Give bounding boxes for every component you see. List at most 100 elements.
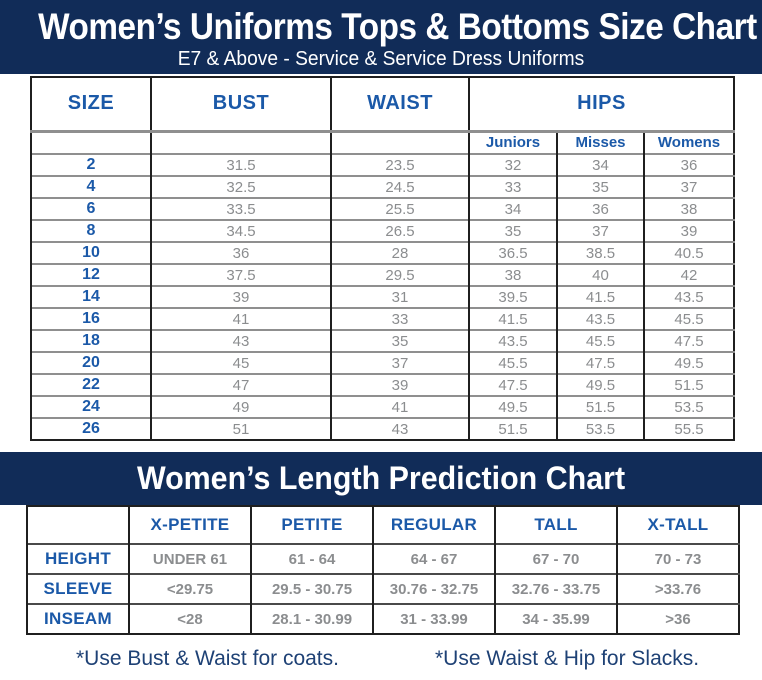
measurement-value-cell: 34	[556, 153, 644, 176]
measurement-value-cell: 39	[150, 285, 331, 308]
measurement-value-cell: 32.5	[150, 175, 331, 198]
measurement-value-cell: 47.5	[642, 329, 735, 352]
measurement-value-cell: 43.5	[468, 329, 557, 352]
measurement-value-cell: 42	[642, 263, 735, 286]
measurement-value-cell: 31	[330, 285, 469, 308]
measurement-value-cell: 25.5	[330, 197, 469, 220]
length-value-cell: UNDER 61	[128, 543, 251, 574]
size-value-cell: 22	[30, 373, 151, 396]
measurement-value-cell: 26.5	[330, 219, 469, 242]
length-value-cell: 32.76 - 33.75	[494, 573, 617, 604]
measurement-value-cell: 51.5	[556, 395, 644, 418]
measurement-value-cell: 55.5	[642, 417, 735, 440]
column-header-bust: BUST	[150, 77, 331, 131]
length-chart-table: X-PETITE PETITE REGULAR TALL X-TALL HEIG…	[26, 505, 740, 635]
column-header-tall: TALL	[494, 506, 617, 544]
length-value-cell: 29.5 - 30.75	[250, 573, 373, 604]
length-value-cell: 31 - 33.99	[372, 603, 495, 634]
measurement-value-cell: 38	[468, 263, 557, 286]
measurement-value-cell: 37	[642, 175, 735, 198]
measurement-value-cell: 37	[556, 219, 644, 242]
size-value-cell: 26	[30, 417, 151, 440]
column-header-x-petite: X-PETITE	[128, 506, 251, 544]
size-chart-row: 24 49 41 49.5 51.5 53.5	[30, 395, 735, 418]
measurement-value-cell: 33	[330, 307, 469, 330]
measurement-value-cell: 39	[642, 219, 735, 242]
size-chart-row: 2 31.5 23.5 32 34 36	[30, 153, 735, 176]
measurement-value-cell: 47.5	[468, 373, 557, 396]
size-chart-row: 16 41 33 41.5 43.5 45.5	[30, 307, 735, 330]
measurement-value-cell: 39.5	[468, 285, 557, 308]
length-chart-body: HEIGHT UNDER 61 61 - 64 64 - 67 67 - 70 70 - …	[26, 543, 739, 634]
row-label-cell: SLEEVE	[26, 573, 129, 604]
size-value-cell: 20	[30, 351, 151, 374]
column-header-size: SIZE	[30, 77, 151, 131]
length-chart-row: SLEEVE <29.75 29.5 - 30.75 30.76 - 32.75 32.…	[26, 573, 739, 604]
measurement-value-cell: 51.5	[642, 373, 735, 396]
empty-cell	[330, 129, 469, 154]
size-chart-subheader-row: Juniors Misses Womens	[30, 129, 735, 154]
measurement-value-cell: 34.5	[150, 219, 331, 242]
measurement-value-cell: 29.5	[330, 263, 469, 286]
column-header-hips: HIPS	[467, 77, 735, 131]
measurement-value-cell: 37.5	[150, 263, 331, 286]
measurement-value-cell: 34	[468, 197, 557, 220]
footnote-coats: *Use Bust & Waist for coats.	[76, 647, 339, 670]
size-value-cell: 6	[30, 197, 151, 220]
measurement-value-cell: 37	[330, 351, 469, 374]
length-value-cell: 67 - 70	[494, 543, 617, 574]
measurement-value-cell: 32	[468, 153, 557, 176]
size-chart-row: 18 43 35 43.5 45.5 47.5	[30, 329, 735, 352]
page-title: Women’s Uniforms Tops & Bottoms Size Cha…	[38, 6, 757, 47]
measurement-value-cell: 38	[642, 197, 735, 220]
size-value-cell: 4	[30, 175, 151, 198]
length-value-cell: <28	[128, 603, 251, 634]
measurement-value-cell: 45.5	[468, 351, 557, 374]
size-chart-row: 14 39 31 39.5 41.5 43.5	[30, 285, 735, 308]
measurement-value-cell: 38.5	[556, 241, 644, 264]
empty-cell	[26, 506, 129, 544]
length-value-cell: >33.76	[616, 573, 739, 604]
column-header-regular: REGULAR	[372, 506, 495, 544]
measurement-value-cell: 36	[150, 241, 331, 264]
size-chart-row: 22 47 39 47.5 49.5 51.5	[30, 373, 735, 396]
column-header-x-tall: X-TALL	[616, 506, 739, 544]
measurement-value-cell: 31.5	[150, 153, 331, 176]
length-value-cell: 70 - 73	[616, 543, 739, 574]
measurement-value-cell: 51	[150, 417, 331, 440]
size-chart-row: 6 33.5 25.5 34 36 38	[30, 197, 735, 220]
measurement-value-cell: 39	[330, 373, 469, 396]
measurement-value-cell: 36	[642, 153, 735, 176]
measurement-value-cell: 49.5	[468, 395, 557, 418]
size-chart-body: 2 31.5 23.5 32 34 36 4 32.5 24.5 33 35 37 6 33.5 25.5 3…	[30, 153, 735, 440]
measurement-value-cell: 36.5	[468, 241, 557, 264]
size-chart-banner: Women’s Uniforms Tops & Bottoms Size Cha…	[0, 0, 762, 74]
measurement-value-cell: 41	[330, 395, 469, 418]
length-chart-row: HEIGHT UNDER 61 61 - 64 64 - 67 67 - 70 70 - …	[26, 543, 739, 574]
size-chart-row: 12 37.5 29.5 38 40 42	[30, 263, 735, 286]
footnote-slacks: *Use Waist & Hip for Slacks.	[434, 647, 700, 670]
measurement-value-cell: 36	[556, 197, 644, 220]
length-value-cell: 34 - 35.99	[494, 603, 617, 634]
measurement-value-cell: 47.5	[556, 351, 644, 374]
length-value-cell: <29.75	[128, 573, 251, 604]
measurement-value-cell: 33.5	[150, 197, 331, 220]
length-chart-row: INSEAM <28 28.1 - 30.99 31 - 33.99 34 - 35.9…	[26, 603, 739, 634]
measurement-value-cell: 24.5	[330, 175, 469, 198]
length-value-cell: 30.76 - 32.75	[372, 573, 495, 604]
size-chart-row: 4 32.5 24.5 33 35 37	[30, 175, 735, 198]
length-value-cell: 64 - 67	[372, 543, 495, 574]
length-chart-header-row: X-PETITE PETITE REGULAR TALL X-TALL	[26, 506, 739, 544]
measurement-value-cell: 35	[468, 219, 557, 242]
subcolumn-header-womens: Womens	[642, 129, 735, 154]
measurement-value-cell: 45.5	[556, 329, 644, 352]
measurement-value-cell: 49.5	[556, 373, 644, 396]
measurement-value-cell: 43	[150, 329, 331, 352]
size-chart-row: 8 34.5 26.5 35 37 39	[30, 219, 735, 242]
measurement-value-cell: 41	[150, 307, 331, 330]
size-value-cell: 2	[30, 153, 151, 176]
column-header-waist: WAIST	[330, 77, 469, 131]
measurement-value-cell: 23.5	[330, 153, 469, 176]
length-value-cell: 28.1 - 30.99	[250, 603, 373, 634]
size-value-cell: 18	[30, 329, 151, 352]
